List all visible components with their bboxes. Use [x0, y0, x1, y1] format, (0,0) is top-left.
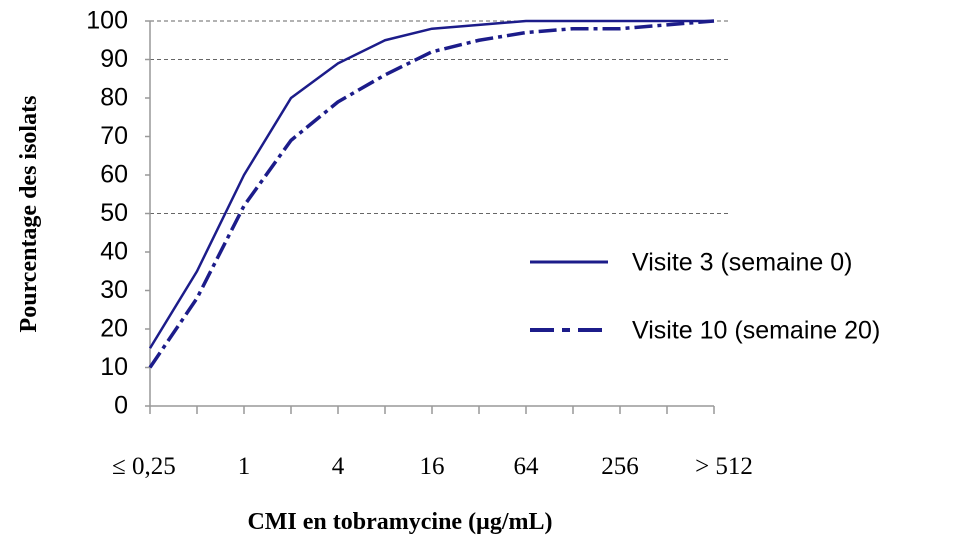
x-axis-title: CMI en tobramycine (µg/mL) [247, 509, 552, 535]
y-tick-label: 70 [100, 122, 128, 150]
y-tick-label: 50 [100, 199, 128, 227]
x-tick-label: 4 [332, 453, 345, 480]
y-tick-label: 10 [100, 353, 128, 381]
y-tick-label: 80 [100, 84, 128, 112]
y-tick-label: 60 [100, 161, 128, 189]
y-tick-label: 30 [100, 276, 128, 304]
y-tick-label: 40 [100, 238, 128, 266]
series-line [148, 19, 715, 369]
x-tick-label: > 512 [695, 453, 753, 480]
y-tick-label: 90 [100, 45, 128, 73]
y-tick-label: 20 [100, 315, 128, 343]
x-tick-label: 16 [420, 453, 445, 480]
y-tick-label: 100 [86, 7, 128, 35]
x-tick-label: ≤ 0,25 [112, 453, 176, 480]
x-tick-label: 1 [238, 453, 251, 480]
series-line [148, 19, 714, 349]
y-axis-title: Pourcentage des isolats [16, 96, 42, 333]
legend-label: Visite 10 (semaine 20) [632, 317, 880, 345]
x-tick-label: 256 [601, 453, 639, 480]
y-tick-label: 0 [114, 392, 128, 420]
x-tick-label: 64 [514, 453, 540, 480]
legend-label: Visite 3 (semaine 0) [632, 249, 852, 277]
